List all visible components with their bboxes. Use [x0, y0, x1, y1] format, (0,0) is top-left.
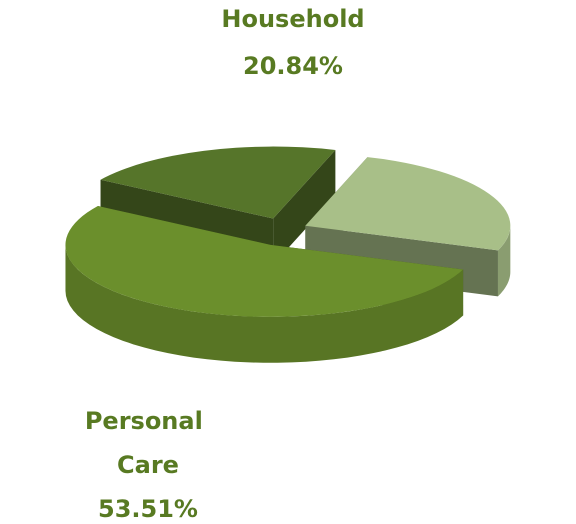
slice-side [65, 244, 464, 363]
slice-side [497, 225, 511, 297]
slice-label-line: Care [117, 451, 179, 479]
slice-label: Personal Care [85, 407, 211, 479]
slice [100, 146, 336, 219]
pie-slice [65, 205, 464, 363]
slice-label-line: Personal [85, 407, 203, 435]
slice-side [273, 149, 336, 265]
slice [65, 205, 464, 317]
slice-value-label: 20.84% [243, 52, 343, 80]
slice-value-label: 53.51% [98, 495, 198, 523]
slice-label: Household [221, 5, 364, 33]
slice [305, 157, 511, 251]
